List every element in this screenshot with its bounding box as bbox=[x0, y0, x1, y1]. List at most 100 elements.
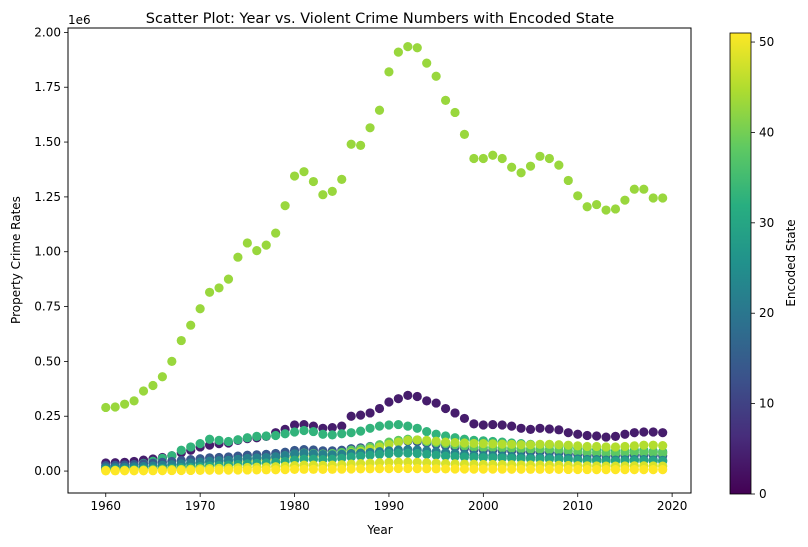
data-point bbox=[365, 450, 375, 460]
data-point bbox=[422, 58, 432, 68]
data-point bbox=[204, 287, 215, 297]
data-point bbox=[478, 420, 488, 430]
data-point bbox=[658, 428, 668, 438]
data-point bbox=[658, 441, 668, 451]
y-tick-label: 1.25 bbox=[34, 190, 61, 204]
data-point bbox=[167, 356, 177, 366]
colorbar-tick-label: 10 bbox=[759, 397, 774, 411]
data-point bbox=[469, 452, 479, 463]
data-point bbox=[214, 283, 224, 293]
data-point bbox=[356, 140, 366, 150]
data-point bbox=[629, 428, 639, 438]
data-point bbox=[535, 151, 545, 161]
data-point bbox=[110, 466, 120, 476]
y-tick-label: 1.00 bbox=[34, 245, 61, 259]
data-point bbox=[280, 429, 290, 439]
colorbar-gradient bbox=[729, 32, 752, 495]
data-point bbox=[412, 423, 422, 433]
data-point bbox=[469, 419, 479, 429]
data-point bbox=[374, 403, 385, 414]
data-point bbox=[384, 420, 394, 430]
data-point bbox=[403, 42, 413, 52]
data-point bbox=[592, 199, 602, 210]
data-point bbox=[101, 402, 111, 413]
data-point bbox=[639, 427, 649, 437]
data-point bbox=[488, 464, 498, 474]
data-point bbox=[610, 442, 621, 452]
data-point bbox=[488, 439, 498, 449]
chart-title: Scatter Plot: Year vs. Violent Crime Num… bbox=[146, 11, 614, 27]
data-point bbox=[365, 123, 375, 133]
data-point bbox=[469, 153, 479, 164]
data-point bbox=[440, 451, 451, 461]
data-point bbox=[186, 320, 196, 330]
data-point bbox=[412, 448, 422, 459]
data-point bbox=[497, 439, 507, 449]
data-point bbox=[422, 449, 432, 459]
data-point bbox=[488, 150, 498, 160]
data-point bbox=[129, 466, 139, 476]
data-point bbox=[497, 453, 507, 463]
data-point bbox=[271, 430, 281, 441]
data-point bbox=[440, 437, 451, 447]
data-point bbox=[261, 431, 271, 441]
data-point bbox=[535, 423, 545, 433]
data-point bbox=[507, 439, 517, 449]
data-point bbox=[554, 440, 564, 450]
data-point bbox=[497, 464, 507, 474]
data-point bbox=[516, 440, 526, 450]
y-tick-label: 2.00 bbox=[34, 25, 61, 39]
data-point bbox=[346, 428, 356, 438]
data-point bbox=[601, 465, 611, 475]
data-point bbox=[450, 451, 460, 462]
data-point bbox=[393, 419, 403, 430]
data-point bbox=[356, 426, 366, 436]
data-point bbox=[327, 186, 337, 197]
data-point bbox=[422, 426, 432, 437]
y-tick-label: 1.75 bbox=[34, 80, 61, 94]
x-tick-label: 1990 bbox=[374, 499, 405, 513]
data-point bbox=[431, 429, 441, 439]
y-axis: 0.00 0.25 0.50 0.75 1.00 1.25 1.50 1.75 2.00 bbox=[34, 25, 68, 478]
data-point bbox=[327, 423, 337, 433]
data-point bbox=[167, 465, 177, 476]
data-point bbox=[563, 428, 573, 438]
data-point bbox=[629, 465, 639, 475]
data-point bbox=[478, 464, 488, 474]
data-point bbox=[356, 464, 366, 474]
data-point bbox=[658, 465, 668, 475]
data-point bbox=[242, 433, 252, 443]
data-point bbox=[629, 441, 639, 451]
data-point bbox=[148, 380, 158, 391]
y-offset-label: 1e6 bbox=[68, 13, 91, 27]
data-point bbox=[658, 193, 668, 203]
data-point bbox=[110, 402, 120, 412]
data-point bbox=[469, 438, 479, 449]
x-tick-label: 2010 bbox=[562, 499, 593, 513]
data-point bbox=[384, 448, 394, 459]
data-point bbox=[592, 465, 602, 475]
colorbar-label: Encoded State bbox=[784, 219, 798, 306]
y-tick-label: 1.50 bbox=[34, 135, 61, 149]
data-point bbox=[488, 419, 498, 430]
plot-border bbox=[67, 27, 692, 494]
data-point bbox=[639, 184, 649, 194]
data-point bbox=[403, 421, 413, 431]
data-point bbox=[337, 464, 347, 474]
data-point bbox=[620, 429, 630, 439]
colorbar: 0 10 20 30 40 50 Encoded State bbox=[729, 32, 798, 501]
data-point bbox=[299, 167, 309, 177]
x-axis: 1960 1970 1980 1990 2000 2010 2020 bbox=[90, 493, 687, 513]
data-point bbox=[280, 201, 290, 211]
y-tick-label: 0.75 bbox=[34, 300, 61, 314]
colorbar-ticks: 0 10 20 30 40 50 bbox=[751, 35, 774, 501]
data-point bbox=[620, 195, 630, 205]
data-point bbox=[365, 423, 375, 433]
data-point bbox=[289, 427, 300, 437]
data-point bbox=[573, 429, 583, 439]
data-point bbox=[148, 466, 158, 476]
data-point bbox=[403, 448, 413, 458]
data-point bbox=[318, 464, 328, 474]
data-point bbox=[346, 464, 356, 474]
